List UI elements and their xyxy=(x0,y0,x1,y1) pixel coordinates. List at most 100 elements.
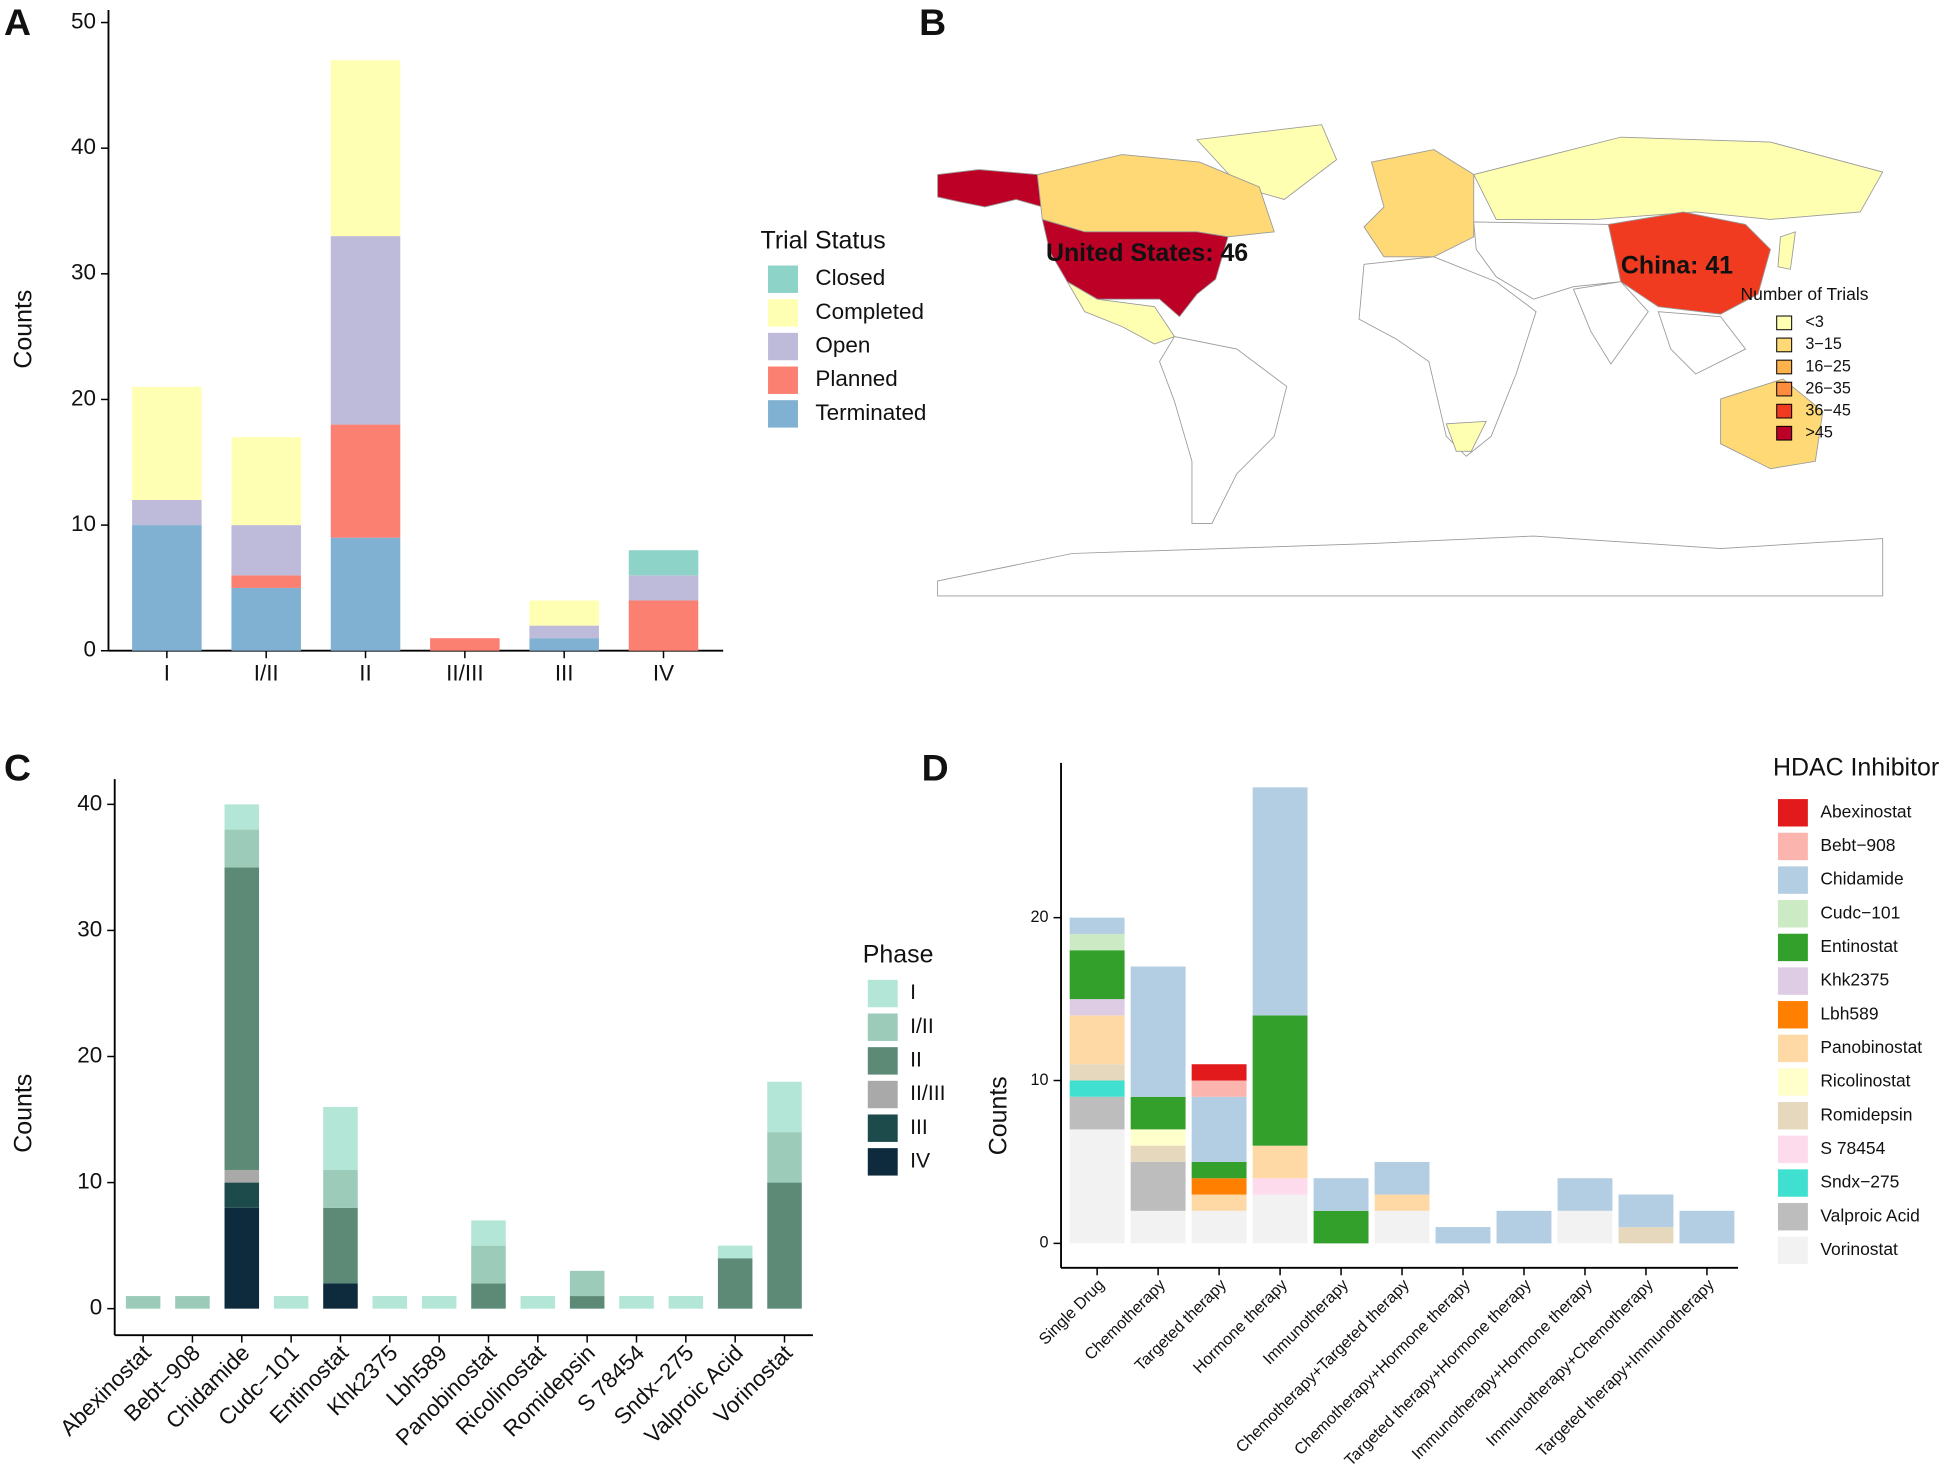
land xyxy=(1777,231,1796,270)
bar-segment xyxy=(323,1106,358,1170)
bar-segment xyxy=(1069,1129,1125,1244)
bar-segment xyxy=(1191,1096,1247,1162)
map-annotation: China: 41 xyxy=(1621,251,1733,279)
bar-segment xyxy=(372,1296,408,1309)
legend-label: Romidepsin xyxy=(1820,1104,1912,1124)
legend-swatch xyxy=(768,332,798,361)
panel-label: A xyxy=(4,1,31,43)
y-tick-label: 20 xyxy=(71,385,96,410)
panel-label: D xyxy=(922,746,949,788)
y-tick-label: 20 xyxy=(77,1042,102,1067)
bar-segment xyxy=(224,829,260,868)
bar-segment xyxy=(231,587,301,651)
legend-swatch xyxy=(1777,866,1808,894)
bar-segment xyxy=(1191,1080,1247,1097)
land xyxy=(1473,136,1884,220)
bar-segment xyxy=(1557,1210,1613,1244)
legend-swatch xyxy=(867,1013,898,1041)
legend-swatch xyxy=(768,299,798,327)
bar-segment xyxy=(125,1296,161,1309)
bar-segment xyxy=(1069,1080,1125,1097)
y-tick-label: 30 xyxy=(77,916,102,941)
x-tick-label: IV xyxy=(653,660,674,685)
legend-swatch xyxy=(1776,359,1793,375)
legend-swatch xyxy=(1777,900,1808,928)
bar-segment xyxy=(1496,1210,1552,1244)
bar-segment xyxy=(1618,1194,1674,1228)
bar-segment xyxy=(717,1245,753,1259)
legend-swatch xyxy=(867,1047,898,1075)
legend-label: Planned xyxy=(815,366,897,391)
legend-swatch xyxy=(867,1114,898,1142)
legend-label: Panobinostat xyxy=(1820,1037,1922,1057)
bar-segment xyxy=(619,1296,654,1309)
legend-label: 16−25 xyxy=(1805,357,1850,375)
legend-label: Khk2375 xyxy=(1820,970,1889,990)
legend-label: Lbh589 xyxy=(1820,1003,1878,1023)
bar-segment xyxy=(1191,1210,1247,1244)
legend-swatch xyxy=(1777,1068,1808,1096)
bar-segment xyxy=(231,437,301,526)
legend-swatch xyxy=(1777,1202,1808,1231)
land xyxy=(1041,218,1229,318)
panel-label: B xyxy=(919,1,946,43)
legend-title: Number of Trials xyxy=(1741,284,1869,304)
bar-segment xyxy=(767,1182,802,1309)
panel-label: C xyxy=(4,746,31,788)
bar-segment xyxy=(1069,1015,1125,1065)
bar-segment xyxy=(1191,1178,1247,1195)
legend-swatch xyxy=(1776,381,1793,397)
bar-segment xyxy=(1252,1145,1308,1179)
bar-segment xyxy=(132,386,202,500)
legend-swatch xyxy=(1777,832,1808,861)
bar-segment xyxy=(1618,1227,1674,1244)
land xyxy=(1159,336,1288,525)
bar-segment xyxy=(224,1169,260,1183)
bar-segment xyxy=(1130,1210,1186,1244)
bar-segment xyxy=(132,525,202,651)
bar-segment xyxy=(1374,1161,1430,1195)
land xyxy=(937,535,1884,597)
legend-swatch xyxy=(1776,425,1793,441)
bar-segment xyxy=(1557,1178,1613,1211)
legend-label: 26−35 xyxy=(1805,379,1850,397)
x-tick-label: II/III xyxy=(446,660,483,685)
legend-swatch xyxy=(1776,315,1793,331)
bar-segment xyxy=(1313,1210,1369,1244)
y-tick-label: 50 xyxy=(71,8,96,33)
bar-segment xyxy=(628,600,699,651)
legend-swatch xyxy=(867,1148,898,1176)
bar-segment xyxy=(330,537,401,651)
bar-segment xyxy=(323,1283,358,1309)
bar-segment xyxy=(323,1169,358,1208)
x-tick-label: I xyxy=(164,660,170,685)
land xyxy=(1572,281,1649,365)
bar-segment xyxy=(1313,1178,1369,1211)
legend-swatch xyxy=(1777,1102,1808,1130)
legend-label: Vorinostat xyxy=(1820,1239,1898,1259)
bar-segment xyxy=(1252,1194,1308,1244)
y-axis-label: Counts xyxy=(10,290,38,369)
legend-swatch xyxy=(768,265,798,293)
bar-segment xyxy=(1130,1161,1186,1211)
legend-label: II xyxy=(910,1048,922,1071)
bar-segment xyxy=(1374,1194,1430,1211)
legend-title: Trial Status xyxy=(761,226,886,254)
land xyxy=(1720,378,1824,470)
bar-segment xyxy=(520,1296,556,1309)
bar-segment xyxy=(323,1207,358,1284)
land xyxy=(937,169,1043,208)
bar-segment xyxy=(529,625,599,639)
bar-segment xyxy=(628,575,699,601)
legend-label: Completed xyxy=(815,299,924,324)
legend-label: Bebt−908 xyxy=(1820,835,1895,855)
y-tick-label: 0 xyxy=(84,637,96,662)
legend-label: II/III xyxy=(910,1082,945,1105)
bar-segment xyxy=(231,575,301,588)
land xyxy=(1657,311,1747,375)
legend-label: 36−45 xyxy=(1805,401,1850,419)
legend-label: Closed xyxy=(815,265,885,290)
land xyxy=(1363,149,1475,258)
bar-segment xyxy=(1252,787,1308,1016)
